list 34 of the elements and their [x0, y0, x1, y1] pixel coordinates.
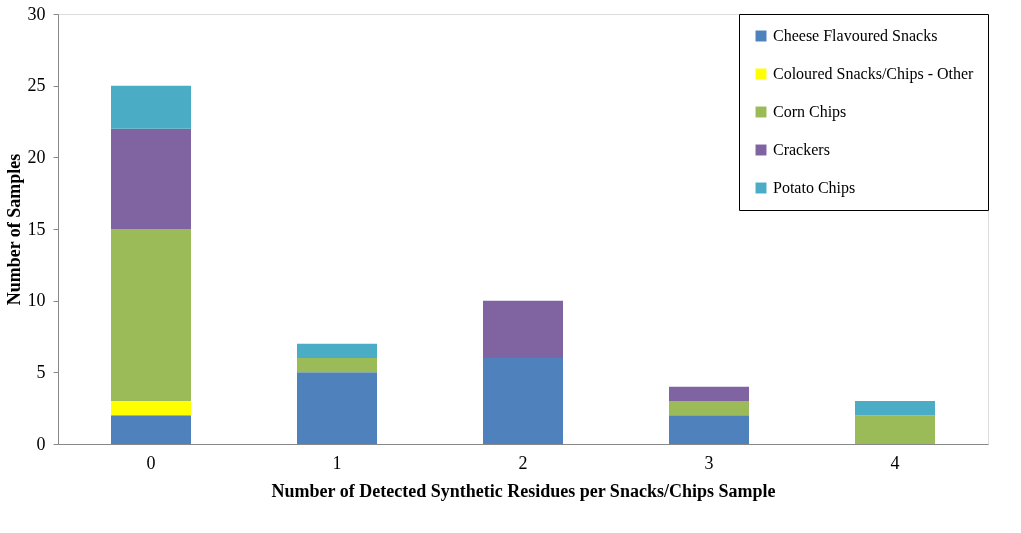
- bar: [297, 343, 377, 358]
- bar: [855, 401, 935, 416]
- bar: [297, 358, 377, 373]
- x-axis-title: Number of Detected Synthetic Residues per Snacks/Chips Sample: [271, 480, 776, 501]
- bar: [669, 386, 749, 401]
- x-tick-label: 4: [890, 452, 900, 473]
- bar: [483, 358, 563, 444]
- legend-label: Potato Chips: [773, 179, 856, 197]
- bar: [669, 401, 749, 416]
- bar: [111, 229, 191, 401]
- bar: [111, 128, 191, 229]
- y-tick-label: 25: [27, 75, 46, 96]
- y-tick-label: 20: [27, 146, 46, 167]
- y-tick-label: 30: [27, 3, 46, 24]
- x-tick-label: 3: [704, 452, 714, 473]
- bar: [855, 415, 935, 444]
- legend-label: Corn Chips: [773, 103, 847, 121]
- x-tick-label: 0: [146, 452, 156, 473]
- y-tick-label: 5: [36, 361, 46, 382]
- x-tick-label: 1: [332, 452, 342, 473]
- x-tick-label: 2: [518, 452, 528, 473]
- y-axis-title: Number of Samples: [3, 153, 24, 306]
- bar: [483, 300, 563, 358]
- bar: [111, 85, 191, 129]
- legend-label: Crackers: [773, 141, 830, 158]
- bar: [111, 401, 191, 416]
- legend-label: Cheese Flavoured Snacks: [773, 27, 938, 44]
- y-tick-label: 15: [27, 218, 46, 239]
- y-tick-label: 10: [27, 290, 46, 311]
- bar: [669, 415, 749, 444]
- legend-label: Coloured Snacks/Chips - Other: [773, 65, 975, 83]
- bar: [297, 372, 377, 444]
- bar: [111, 415, 191, 444]
- y-tick-label: 0: [36, 433, 46, 454]
